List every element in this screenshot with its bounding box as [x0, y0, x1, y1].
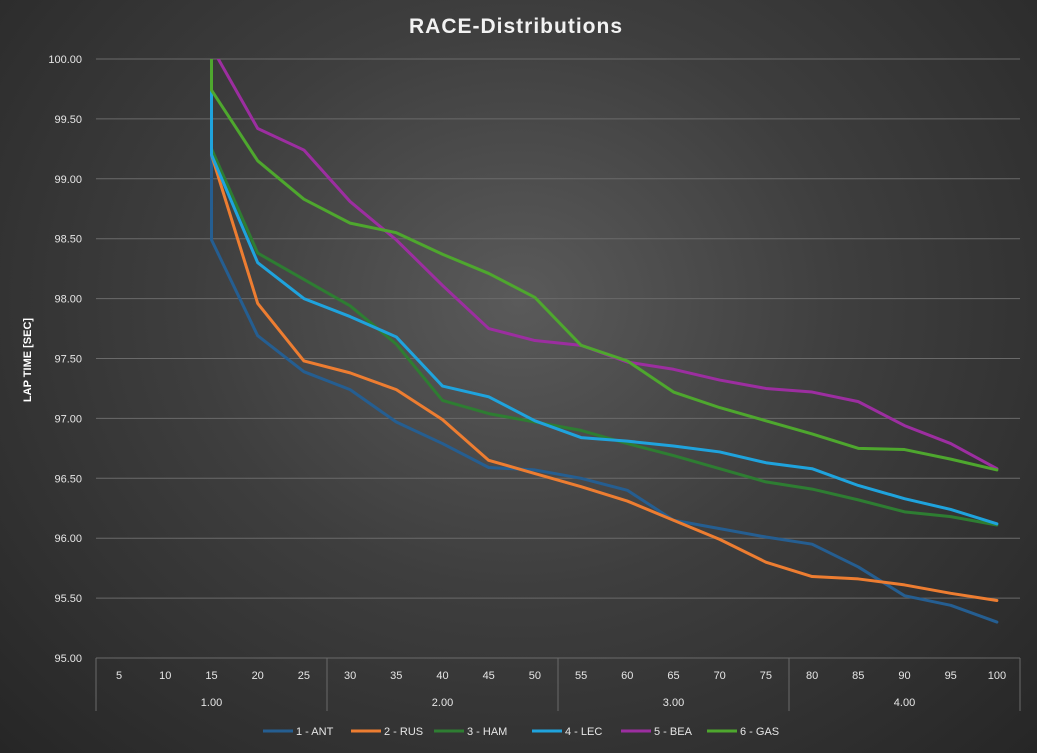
gridlines	[96, 58, 1020, 659]
y-tick-label: 96.50	[54, 473, 82, 485]
y-tick-label: 97.50	[54, 354, 82, 366]
x-tick-label: 60	[621, 670, 633, 682]
y-tick-label: 99.00	[54, 174, 82, 186]
x-tick-label: 25	[298, 670, 310, 682]
x-group-label: 4.00	[894, 697, 915, 709]
x-tick-label: 90	[898, 670, 910, 682]
legend-label: 1 - ANT	[296, 726, 334, 738]
x-tick-label: 30	[344, 670, 356, 682]
y-tick-label: 98.50	[54, 234, 82, 246]
x-tick-label: 50	[529, 670, 541, 682]
legend-item-ham: 3 - HAM	[434, 726, 507, 738]
y-tick-label: 100.00	[48, 54, 82, 66]
legend-item-rus: 2 - RUS	[351, 726, 423, 738]
y-tick-label: 96.00	[54, 533, 82, 545]
x-tick-label: 85	[852, 670, 864, 682]
legend-label: 5 - BEA	[654, 726, 693, 738]
series-line-bea	[216, 59, 999, 471]
y-tick-label: 99.50	[54, 114, 82, 126]
x-tick-label: 45	[483, 670, 495, 682]
y-axis-label: LAP TIME [SEC]	[22, 318, 34, 402]
x-tick-label: 55	[575, 670, 587, 682]
x-group-label: 2.00	[432, 697, 453, 709]
legend-item-ant: 1 - ANT	[263, 726, 334, 738]
y-axis-ticks: 95.00 95.50 96.00 96.50 97.00 97.50 98.00 98.50…	[48, 54, 82, 665]
x-tick-label: 100	[988, 670, 1006, 682]
x-tick-label: 5	[116, 670, 122, 682]
legend-item-bea: 5 - BEA	[621, 726, 693, 738]
legend-label: 4 - LEC	[565, 726, 602, 738]
x-axis: 5 10 15 20 25 30 35 40 45 50 55 60 65 70 75 80 85 90 95 100…	[95, 658, 1021, 711]
x-group-label: 1.00	[201, 697, 222, 709]
legend-label: 6 - GAS	[740, 726, 779, 738]
y-tick-label: 97.00	[54, 413, 82, 425]
y-tick-label: 95.00	[54, 653, 82, 665]
x-tick-label: 75	[760, 670, 772, 682]
legend: 1 - ANT 2 - RUS 3 - HAM 4 - LEC 5 - BEA 6 - G…	[263, 726, 779, 738]
legend-label: 3 - HAM	[467, 726, 507, 738]
series-line-lec	[210, 59, 999, 526]
x-tick-label: 80	[806, 670, 818, 682]
series-line-rus	[210, 59, 999, 602]
legend-item-lec: 4 - LEC	[532, 726, 602, 738]
x-tick-label: 70	[714, 670, 726, 682]
x-tick-label: 15	[205, 670, 217, 682]
y-tick-label: 95.50	[54, 593, 82, 605]
x-tick-label: 40	[436, 670, 448, 682]
legend-item-gas: 6 - GAS	[707, 726, 779, 738]
x-tick-label: 95	[945, 670, 957, 682]
y-tick-label: 98.00	[54, 294, 82, 306]
chart-title: RACE-Distributions	[409, 15, 623, 38]
x-tick-label: 65	[667, 670, 679, 682]
series-line-ham	[210, 59, 999, 527]
x-group-label: 3.00	[663, 697, 684, 709]
series-line-gas	[210, 59, 999, 472]
x-tick-label: 20	[252, 670, 264, 682]
series-line-ant	[210, 59, 999, 624]
x-tick-label: 10	[159, 670, 171, 682]
x-tick-label: 35	[390, 670, 402, 682]
series-lines	[210, 59, 999, 624]
legend-label: 2 - RUS	[384, 726, 423, 738]
